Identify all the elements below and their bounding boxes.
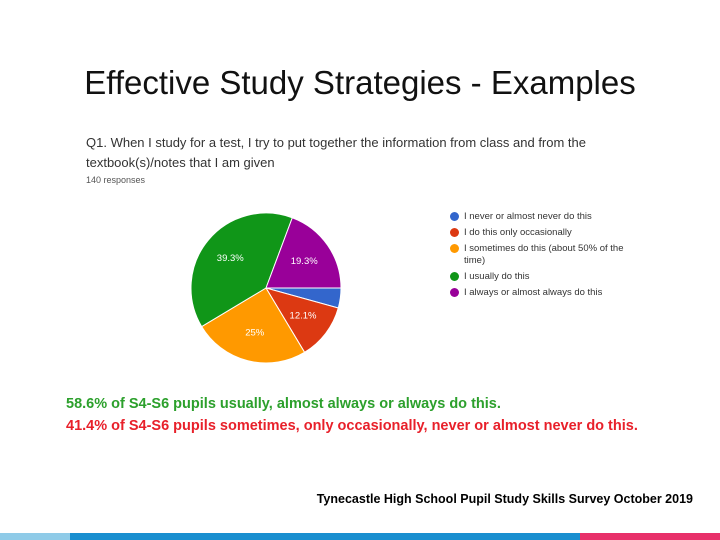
legend-label: I usually do this [464, 271, 530, 282]
pie-slice [265, 217, 342, 289]
pie-slice [200, 287, 306, 364]
legend-label: I always or almost always do this [464, 287, 603, 298]
slice-label: 12.1% [290, 311, 317, 322]
legend-item: I usually do this [450, 271, 640, 283]
summary-line: 58.6% of S4-S6 pupils usually, almost al… [66, 396, 501, 412]
bottom-bar [0, 533, 720, 540]
legend-item: I always or almost always do this [450, 287, 640, 299]
legend-item: I never or almost never do this [450, 211, 640, 223]
legend-swatch [450, 244, 459, 253]
legend: I never or almost never do this I do this… [450, 211, 640, 303]
slice-label: 19.3% [291, 256, 318, 267]
legend-item: I sometimes do this (about 50% of the ti… [450, 243, 640, 267]
chart-subtitle: 140 responses [86, 175, 146, 185]
legend-swatch [450, 228, 459, 237]
legend-swatch [450, 212, 459, 221]
slide-title: Effective Study Strategies - Examples [84, 64, 636, 101]
pie-slice [190, 212, 293, 328]
summary-line: 41.4% of S4-S6 pupils sometimes, only oc… [66, 418, 638, 434]
footer: Tynecastle High School Pupil Study Skill… [316, 492, 693, 506]
legend-label: I never or almost never do this [464, 211, 592, 222]
legend-swatch [450, 288, 459, 297]
slice-label: 39.3% [217, 253, 244, 264]
legend-swatch [450, 272, 459, 281]
legend-item: I do this only occasionally [450, 227, 640, 239]
legend-label: I do this only occasionally [464, 227, 572, 238]
chart-title: Q1. When I study for a test, I try to pu… [86, 135, 587, 170]
slice-label: 25% [245, 328, 265, 339]
legend-label: I sometimes do this (about 50% of the ti… [464, 243, 624, 266]
